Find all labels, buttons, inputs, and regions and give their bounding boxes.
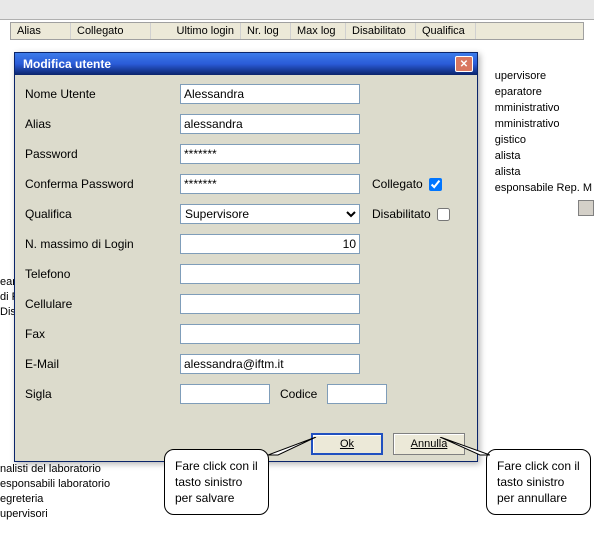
col-alias[interactable]: Alias [11, 23, 71, 39]
label-conferma-password: Conferma Password [25, 177, 180, 191]
dialog-body: Nome Utente Alias Password Conferma Pass… [15, 75, 477, 421]
callout-cancel-pointer [438, 437, 458, 457]
close-button[interactable]: ✕ [455, 56, 473, 72]
label-codice: Codice [280, 387, 317, 401]
scrollbar-stub[interactable] [578, 200, 594, 216]
input-max-login[interactable] [180, 234, 360, 254]
callout-save-text: Fare click con il tasto sinistro per sal… [175, 459, 258, 505]
input-codice[interactable] [327, 384, 387, 404]
label-telefono: Telefono [25, 267, 180, 281]
background-bottom-list: nalisti del laboratorio esponsabili labo… [0, 462, 110, 522]
label-alias: Alias [25, 117, 180, 131]
col-nr-log[interactable]: Nr. log [241, 23, 291, 39]
label-cellulare: Cellulare [25, 297, 180, 311]
col-ultimo-login[interactable]: Ultimo login [151, 23, 241, 39]
close-icon: ✕ [460, 59, 468, 70]
dialog-title: Modifica utente [23, 57, 455, 71]
callout-cancel: Fare click con il tasto sinistro per ann… [486, 449, 591, 515]
top-band [0, 0, 594, 20]
label-fax: Fax [25, 327, 180, 341]
input-password[interactable] [180, 144, 360, 164]
input-cellulare[interactable] [180, 294, 360, 314]
input-alias[interactable] [180, 114, 360, 134]
checkbox-collegato[interactable] [429, 178, 442, 191]
label-sigla: Sigla [25, 387, 180, 401]
input-sigla[interactable] [180, 384, 270, 404]
label-nome-utente: Nome Utente [25, 87, 180, 101]
select-qualifica[interactable]: Supervisore [180, 204, 360, 224]
input-telefono[interactable] [180, 264, 360, 284]
edit-user-dialog: Modifica utente ✕ Nome Utente Alias Pass… [14, 52, 478, 462]
input-conferma-password[interactable] [180, 174, 360, 194]
checkbox-disabilitato[interactable] [437, 208, 450, 221]
background-right-list: upervisore eparatore mministrativo mmini… [495, 68, 592, 196]
label-collegato: Collegato [372, 177, 423, 191]
col-qualifica[interactable]: Qualifica [416, 23, 476, 39]
input-email[interactable] [180, 354, 360, 374]
label-email: E-Mail [25, 357, 180, 371]
col-max-log[interactable]: Max log [291, 23, 346, 39]
background-table-header: Alias Collegato Ultimo login Nr. log Max… [10, 22, 584, 40]
callout-save: Fare click con il tasto sinistro per sal… [164, 449, 269, 515]
col-collegato[interactable]: Collegato [71, 23, 151, 39]
label-max-login: N. massimo di Login [25, 237, 180, 251]
label-qualifica: Qualifica [25, 207, 180, 221]
input-fax[interactable] [180, 324, 360, 344]
input-nome-utente[interactable] [180, 84, 360, 104]
col-disabilitato[interactable]: Disabilitato [346, 23, 416, 39]
ok-button[interactable]: Ok [311, 433, 383, 455]
dialog-titlebar[interactable]: Modifica utente ✕ [15, 53, 477, 75]
label-password: Password [25, 147, 180, 161]
label-disabilitato: Disabilitato [372, 207, 431, 221]
callout-save-pointer [268, 437, 288, 457]
callout-cancel-text: Fare click con il tasto sinistro per ann… [497, 459, 580, 505]
